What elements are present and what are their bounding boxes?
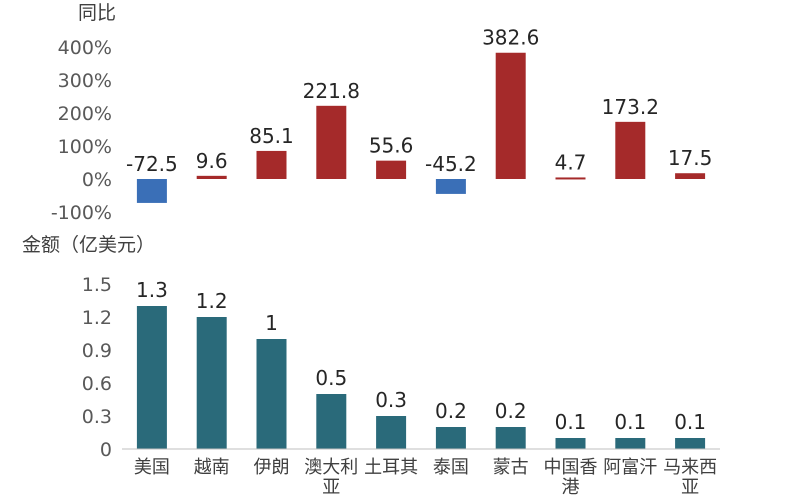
top-bars: -72.5 9.6 85.1 221.8 55.6 -45.2 382.6 4.7 173.2 1… — [126, 26, 712, 203]
top-y-tick-label: 400% — [58, 37, 112, 59]
top-bar-value-label: 55.6 — [369, 134, 414, 158]
top-bar-value-label: 221.8 — [303, 79, 360, 103]
top-bar-value-label: 4.7 — [555, 150, 587, 174]
top-bar — [136, 179, 167, 203]
bottom-bar-value-label: 0.1 — [674, 410, 706, 434]
bottom-y-ticks: 1.5 1.2 0.9 0.6 0.3 0 — [82, 274, 112, 461]
bottom-bar-value-label: 0.5 — [315, 366, 347, 390]
category-label: 泰国 — [433, 457, 469, 478]
category-label: 港 — [562, 477, 580, 498]
category-label: 伊朗 — [254, 457, 290, 478]
bottom-bar — [675, 438, 706, 449]
top-bar — [435, 179, 466, 194]
category-label: 亚 — [681, 477, 699, 498]
top-bar — [555, 177, 586, 180]
top-bar — [376, 160, 407, 179]
top-bar — [316, 105, 347, 179]
bottom-bars: 1.3 1.2 1 0.5 0.3 0.2 0.2 0.1 0.1 0.1 — [136, 278, 706, 449]
bottom-y-tick-label: 0.6 — [82, 373, 112, 395]
category-label: 澳大利 — [304, 457, 358, 478]
bottom-y-tick-label: 0.9 — [82, 340, 112, 362]
bottom-bar-value-label: 0.1 — [614, 410, 646, 434]
top-bar — [615, 121, 646, 179]
bottom-bar-value-label: 1 — [265, 311, 278, 335]
top-bar-value-label: 9.6 — [196, 149, 228, 173]
top-axis-title: 同比 — [78, 2, 116, 24]
bottom-bar-value-label: 0.3 — [375, 388, 407, 412]
bottom-bar-value-label: 1.2 — [196, 289, 228, 313]
bottom-bar-value-label: 0.1 — [555, 410, 587, 434]
bottom-bar — [376, 416, 407, 449]
bottom-bar — [196, 317, 227, 449]
bottom-bar — [615, 438, 646, 449]
bottom-bar — [256, 339, 287, 449]
top-y-tick-label: 100% — [58, 136, 112, 158]
top-y-tick-label: -100% — [51, 202, 112, 224]
top-bar — [196, 175, 227, 179]
category-label: 越南 — [194, 457, 230, 478]
category-label: 中国香 — [544, 457, 598, 478]
bottom-bar — [495, 427, 526, 449]
top-y-tick-label: 300% — [58, 70, 112, 92]
top-bar-value-label: 85.1 — [249, 124, 294, 148]
bottom-bar-value-label: 0.2 — [435, 399, 467, 423]
top-bar-value-label: 173.2 — [602, 95, 659, 119]
category-label: 马来西 — [663, 457, 717, 478]
bottom-bar — [136, 306, 167, 449]
top-bar — [256, 150, 287, 179]
bottom-y-tick-label: 0 — [100, 439, 112, 461]
top-bar-value-label: -45.2 — [425, 152, 477, 176]
top-bar — [675, 173, 706, 179]
bottom-bar — [555, 438, 586, 449]
bottom-y-tick-label: 1.2 — [82, 307, 112, 329]
bottom-y-tick-label: 0.3 — [82, 406, 112, 428]
top-bar — [495, 52, 526, 179]
bottom-bar-value-label: 1.3 — [136, 278, 168, 302]
bottom-bar — [316, 394, 347, 449]
top-y-tick-label: 0% — [82, 169, 112, 191]
top-y-ticks: 400% 300% 200% 100% 0% -100% — [51, 37, 112, 224]
category-label: 土耳其 — [364, 457, 418, 478]
category-label: 美国 — [134, 457, 170, 478]
category-label: 亚 — [322, 477, 340, 498]
top-bar-value-label: 17.5 — [668, 146, 713, 170]
bottom-bar-value-label: 0.2 — [495, 399, 527, 423]
bottom-bar — [435, 427, 466, 449]
category-label: 阿富汗 — [603, 457, 657, 478]
top-y-tick-label: 200% — [58, 103, 112, 125]
bottom-y-tick-label: 1.5 — [82, 274, 112, 296]
top-bar-value-label: -72.5 — [126, 152, 178, 176]
category-label: 蒙古 — [493, 457, 529, 478]
top-bar-value-label: 382.6 — [482, 26, 539, 50]
bottom-axis-title: 金额（亿美元） — [22, 234, 155, 256]
